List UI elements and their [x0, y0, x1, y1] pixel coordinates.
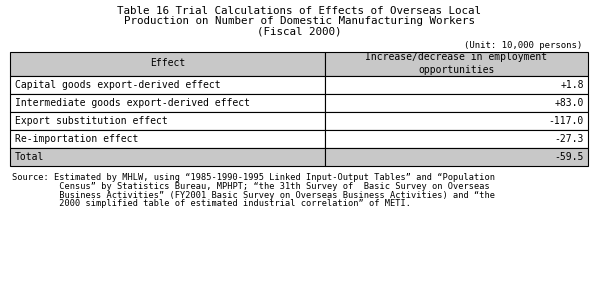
Text: Business Activities” (FY2001 Basic Survey on Overseas Business Activities) and “: Business Activities” (FY2001 Basic Surve…	[12, 191, 495, 199]
Text: Increase/decrease in employment
opportunities: Increase/decrease in employment opportun…	[365, 52, 548, 75]
Bar	[10, 111, 325, 129]
Text: Intermediate goods export-derived effect: Intermediate goods export-derived effect	[15, 98, 250, 107]
Text: 2000 simplified table of estimated industrial correlation” of METI.: 2000 simplified table of estimated indus…	[12, 199, 411, 208]
Text: Census” by Statistics Bureau, MPHPT; “the 31th Survey of  Basic Survey on Overse: Census” by Statistics Bureau, MPHPT; “th…	[12, 182, 490, 191]
Bar	[325, 147, 588, 166]
Text: Source: Estimated by MHLW, using “1985-1990-1995 Linked Input-Output Tables” and: Source: Estimated by MHLW, using “1985-1…	[12, 173, 495, 182]
Bar	[10, 94, 325, 111]
Bar	[325, 129, 588, 147]
Text: Export substitution effect: Export substitution effect	[15, 116, 168, 125]
Text: (Unit: 10,000 persons): (Unit: 10,000 persons)	[464, 41, 582, 50]
Text: (Fiscal 2000): (Fiscal 2000)	[257, 27, 341, 37]
Text: Production on Number of Domestic Manufacturing Workers: Production on Number of Domestic Manufac…	[124, 17, 474, 27]
Bar	[10, 129, 325, 147]
Text: +83.0: +83.0	[554, 98, 584, 107]
Bar	[325, 111, 588, 129]
Text: Capital goods export-derived effect: Capital goods export-derived effect	[15, 80, 221, 89]
Text: Table 16 Trial Calculations of Effects of Overseas Local: Table 16 Trial Calculations of Effects o…	[117, 6, 481, 16]
Bar	[10, 76, 325, 94]
Text: -59.5: -59.5	[554, 151, 584, 162]
Bar	[325, 94, 588, 111]
Text: Re-importation effect: Re-importation effect	[15, 133, 138, 144]
Text: -27.3: -27.3	[554, 133, 584, 144]
Text: Total: Total	[15, 151, 44, 162]
Bar	[325, 52, 588, 76]
Text: -117.0: -117.0	[549, 116, 584, 125]
Bar	[10, 52, 325, 76]
Text: +1.8: +1.8	[560, 80, 584, 89]
Text: Effect: Effect	[150, 58, 185, 69]
Bar	[325, 76, 588, 94]
Bar	[10, 147, 325, 166]
